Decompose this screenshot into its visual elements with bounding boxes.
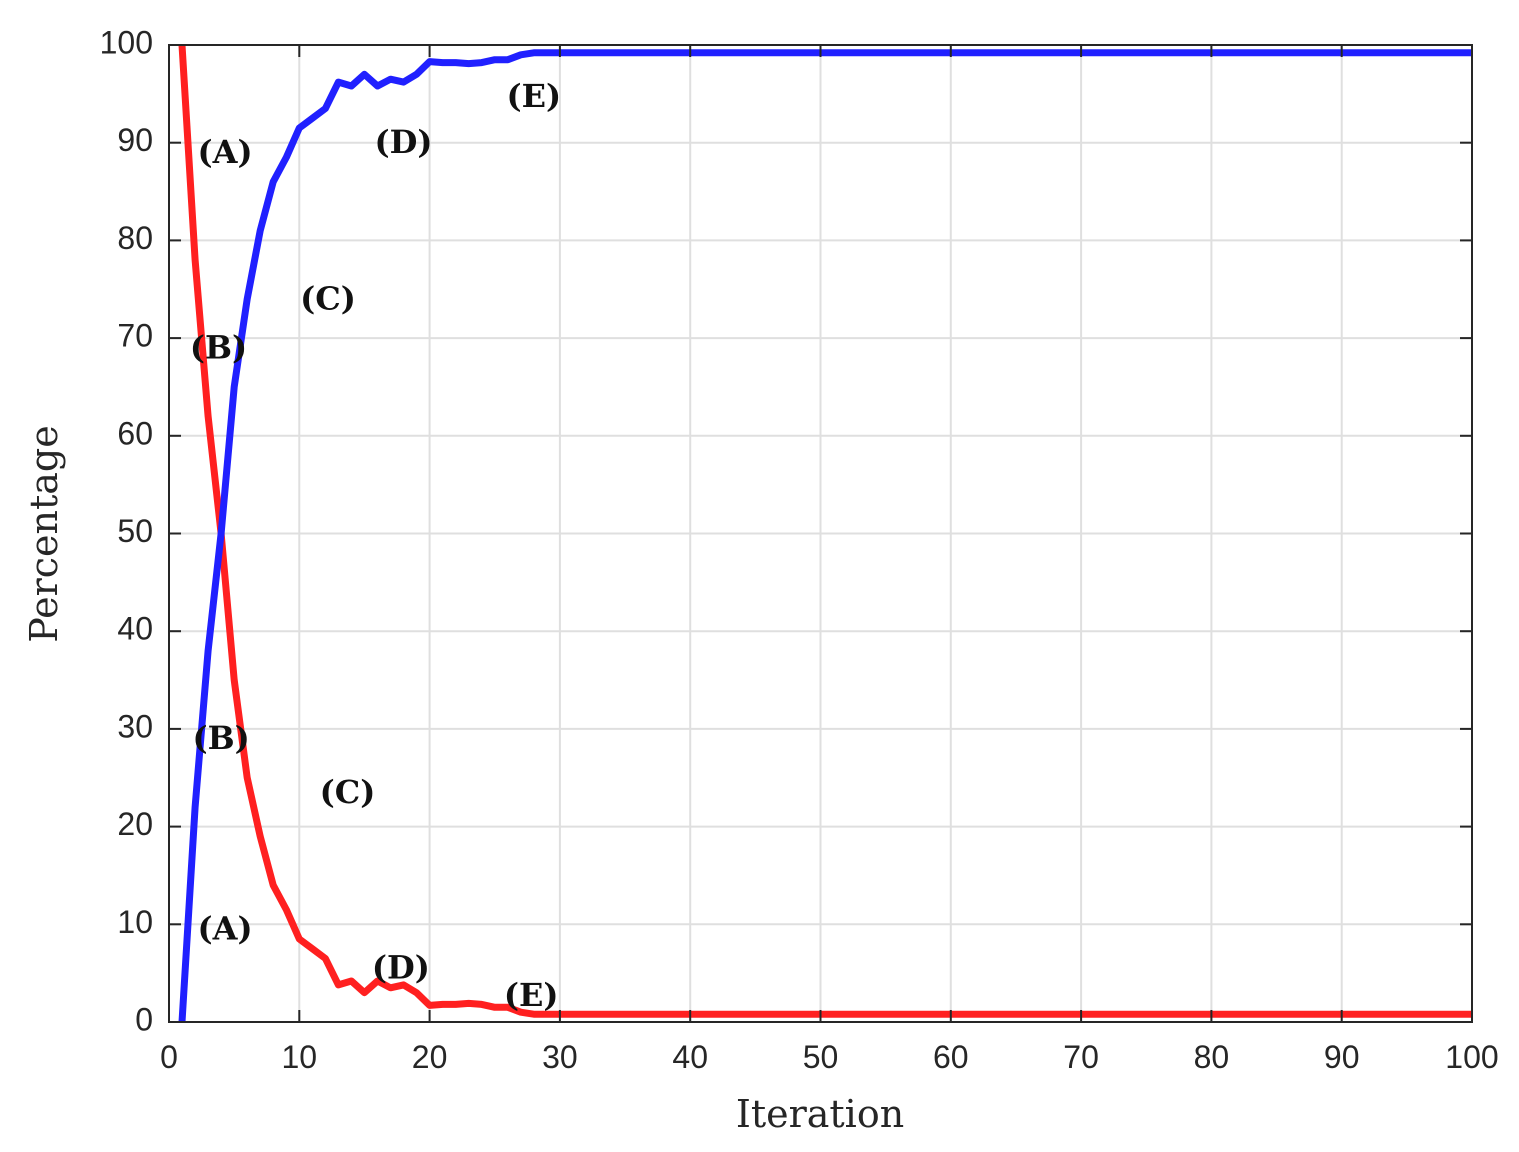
annotation-label: (A) xyxy=(197,910,252,948)
annotations: (A) (A) (B) (B) (C) (C) (D) (D) (E) (E) xyxy=(190,77,561,1014)
x-tick-label: 20 xyxy=(412,1039,448,1075)
x-tick-label: 0 xyxy=(160,1039,178,1075)
annotation-label: (C) xyxy=(300,279,356,317)
annotation-label: (B) xyxy=(192,719,249,757)
y-tick-label: 30 xyxy=(117,708,153,744)
annotation-label: (A) xyxy=(197,133,252,171)
y-tick-label: 100 xyxy=(100,24,153,60)
series-lines xyxy=(178,44,1472,1023)
x-tick-label: 70 xyxy=(1063,1039,1099,1075)
y-tick-label: 70 xyxy=(117,318,153,354)
x-tick-label: 60 xyxy=(933,1039,969,1075)
annotation-label: (D) xyxy=(372,949,430,987)
y-tick-label: 40 xyxy=(117,611,153,647)
annotation-label: (C) xyxy=(320,773,376,811)
y-tick-label: 10 xyxy=(117,904,153,940)
y-tick-label: 80 xyxy=(117,220,153,256)
series-line-2 xyxy=(178,49,1472,1023)
y-tick-label: 50 xyxy=(117,513,153,549)
y-tick-label: 90 xyxy=(117,122,153,158)
x-tick-label: 10 xyxy=(282,1039,318,1075)
x-tick-label: 30 xyxy=(542,1039,578,1075)
y-tick-label: 0 xyxy=(135,1001,153,1037)
y-axis-title: Percentage xyxy=(22,425,66,643)
annotation-label: (D) xyxy=(375,123,433,161)
annotation-label: (B) xyxy=(190,328,247,366)
series-line-1 xyxy=(178,44,1472,1018)
x-tick-label: 50 xyxy=(803,1039,839,1075)
x-tick-label: 40 xyxy=(672,1039,708,1075)
x-tick-label: 100 xyxy=(1445,1039,1498,1075)
annotation-label: (E) xyxy=(507,77,562,115)
x-axis-title: Iteration xyxy=(736,1092,904,1136)
annotation-label: (E) xyxy=(504,976,559,1014)
y-tick-label: 60 xyxy=(117,415,153,451)
x-tick-label: 80 xyxy=(1194,1039,1230,1075)
axis-ticks: 0 10 20 30 40 50 60 70 80 90 100 0 10 20 30 40 50 60 70 80 9… xyxy=(100,24,1499,1075)
grid-lines xyxy=(168,44,1473,1023)
x-tick-label: 90 xyxy=(1324,1039,1360,1075)
y-tick-label: 20 xyxy=(117,806,153,842)
